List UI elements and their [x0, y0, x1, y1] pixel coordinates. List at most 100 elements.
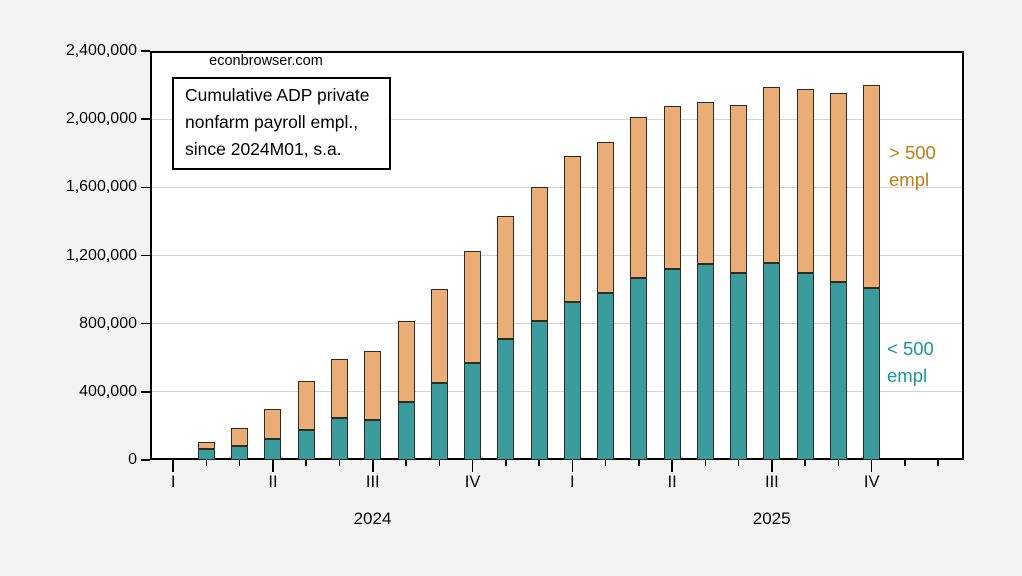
bar-feb-2024 — [197, 442, 215, 460]
x-axis-month-tick — [638, 460, 640, 466]
bar-segment-over-500 — [531, 187, 547, 323]
gridline — [152, 323, 962, 325]
y-axis-tick — [141, 322, 150, 325]
bar-segment-over-500 — [697, 102, 713, 266]
bar-nov-2024 — [497, 216, 515, 460]
x-axis-month-tick — [904, 460, 906, 466]
bar-oct-2025 — [863, 85, 881, 460]
x-axis-quarter-tick — [571, 460, 574, 472]
x-axis-year-label: 2025 — [752, 509, 791, 528]
x-axis-year-label: 2024 — [353, 509, 392, 528]
x-axis-month-tick — [205, 460, 208, 466]
bar-jul-2024 — [364, 351, 382, 460]
bar-segment-over-500 — [198, 443, 214, 451]
x-axis-month-tick — [804, 460, 806, 466]
x-axis-month-tick — [737, 460, 740, 466]
y-axis-label: 400,000 — [79, 382, 137, 400]
bar-aug-2025 — [796, 88, 814, 460]
gridline — [152, 255, 962, 256]
bar-segment-over-500 — [731, 105, 747, 274]
x-axis-quarter-label: II — [268, 473, 278, 491]
legend-under-500: < 500 empl — [887, 336, 967, 389]
bar-aug-2024 — [397, 321, 415, 460]
y-axis-tick — [141, 186, 150, 189]
bar-segment-over-500 — [830, 93, 846, 284]
legend-under-500-line1: < 500 — [887, 338, 934, 359]
bar-segment-over-500 — [365, 352, 381, 421]
legend-over-500-line1: > 500 — [889, 142, 936, 163]
bar-segment-over-500 — [631, 117, 647, 280]
bar-mar-2025 — [630, 116, 648, 460]
x-axis-quarter-tick — [870, 460, 873, 472]
x-axis-quarter-tick — [172, 460, 174, 472]
bar-mar-2024 — [231, 428, 249, 460]
x-axis-quarter-label: I — [570, 473, 575, 491]
x-axis-quarter-label: III — [365, 473, 380, 491]
bar-sep-2024 — [430, 288, 448, 460]
bar-may-2025 — [696, 101, 714, 460]
x-axis-quarter-tick — [272, 460, 274, 472]
x-axis-month-tick — [338, 460, 341, 466]
x-axis-quarter-tick — [372, 460, 374, 472]
x-axis-month-tick — [238, 460, 241, 466]
x-axis-quarter-label: III — [764, 473, 779, 491]
bar-jan-2025 — [563, 155, 581, 460]
chart-title-box: Cumulative ADP private nonfarm payroll e… — [172, 77, 391, 170]
gridline — [152, 118, 962, 120]
bar-segment-over-500 — [265, 410, 281, 441]
x-axis-month-tick — [937, 460, 939, 466]
bar-segment-over-500 — [431, 289, 447, 385]
bar-segment-over-500 — [764, 88, 780, 264]
x-axis-month-tick — [538, 460, 540, 466]
chart-title-line: nonfarm payroll empl., — [185, 112, 359, 132]
y-axis-tick — [141, 459, 150, 461]
x-axis-quarter-label: IV — [863, 473, 880, 491]
bar-jul-2025 — [763, 87, 781, 460]
bar-dec-2024 — [530, 186, 548, 460]
legend-over-500: > 500 empl — [889, 140, 969, 193]
x-axis-month-tick — [704, 460, 707, 466]
bar-segment-over-500 — [465, 252, 481, 364]
bar-segment-over-500 — [664, 107, 680, 271]
bar-segment-over-500 — [598, 142, 614, 295]
y-axis-tick — [141, 118, 150, 120]
bar-segment-over-500 — [398, 322, 414, 403]
gridline — [152, 391, 962, 393]
bar-segment-over-500 — [332, 359, 347, 419]
y-axis-tick — [141, 254, 150, 257]
chart-title-line: Cumulative ADP private — [185, 85, 370, 105]
bar-jun-2024 — [331, 358, 348, 460]
chart-title-line: since 2024M01, s.a. — [185, 139, 342, 159]
bar-jun-2025 — [730, 104, 748, 460]
bar-segment-over-500 — [498, 217, 514, 341]
x-axis-quarter-label: II — [667, 473, 677, 491]
x-axis-month-tick — [405, 460, 407, 466]
x-axis-quarter-label: IV — [464, 473, 481, 491]
watermark-text: econbrowser.com — [209, 53, 323, 69]
x-axis-quarter-tick — [771, 460, 773, 472]
legend-under-500-line2: empl — [887, 364, 928, 386]
bar-segment-over-500 — [864, 86, 880, 289]
bar-apr-2024 — [264, 409, 282, 460]
y-axis-label: 800,000 — [79, 314, 137, 332]
bar-segment-over-500 — [797, 89, 813, 274]
bar-segment-over-500 — [564, 156, 580, 304]
x-axis-month-tick — [505, 460, 507, 466]
x-axis-month-tick — [837, 460, 840, 466]
x-axis-month-tick — [438, 460, 441, 466]
x-axis-month-tick — [305, 460, 307, 466]
x-axis-quarter-tick — [671, 460, 673, 472]
bar-may-2024 — [297, 381, 315, 460]
y-axis-tick — [141, 50, 150, 52]
gridline — [152, 186, 962, 188]
bar-segment-over-500 — [232, 429, 248, 448]
y-axis-tick — [141, 391, 150, 393]
x-axis-month-tick — [604, 460, 607, 466]
bar-feb-2025 — [597, 141, 615, 460]
y-axis-label: 2,000,000 — [65, 110, 137, 128]
y-axis-label: 0 — [128, 451, 137, 468]
bar-oct-2024 — [464, 251, 482, 460]
bar-sep-2025 — [829, 92, 847, 460]
bar-segment-over-500 — [298, 382, 314, 432]
